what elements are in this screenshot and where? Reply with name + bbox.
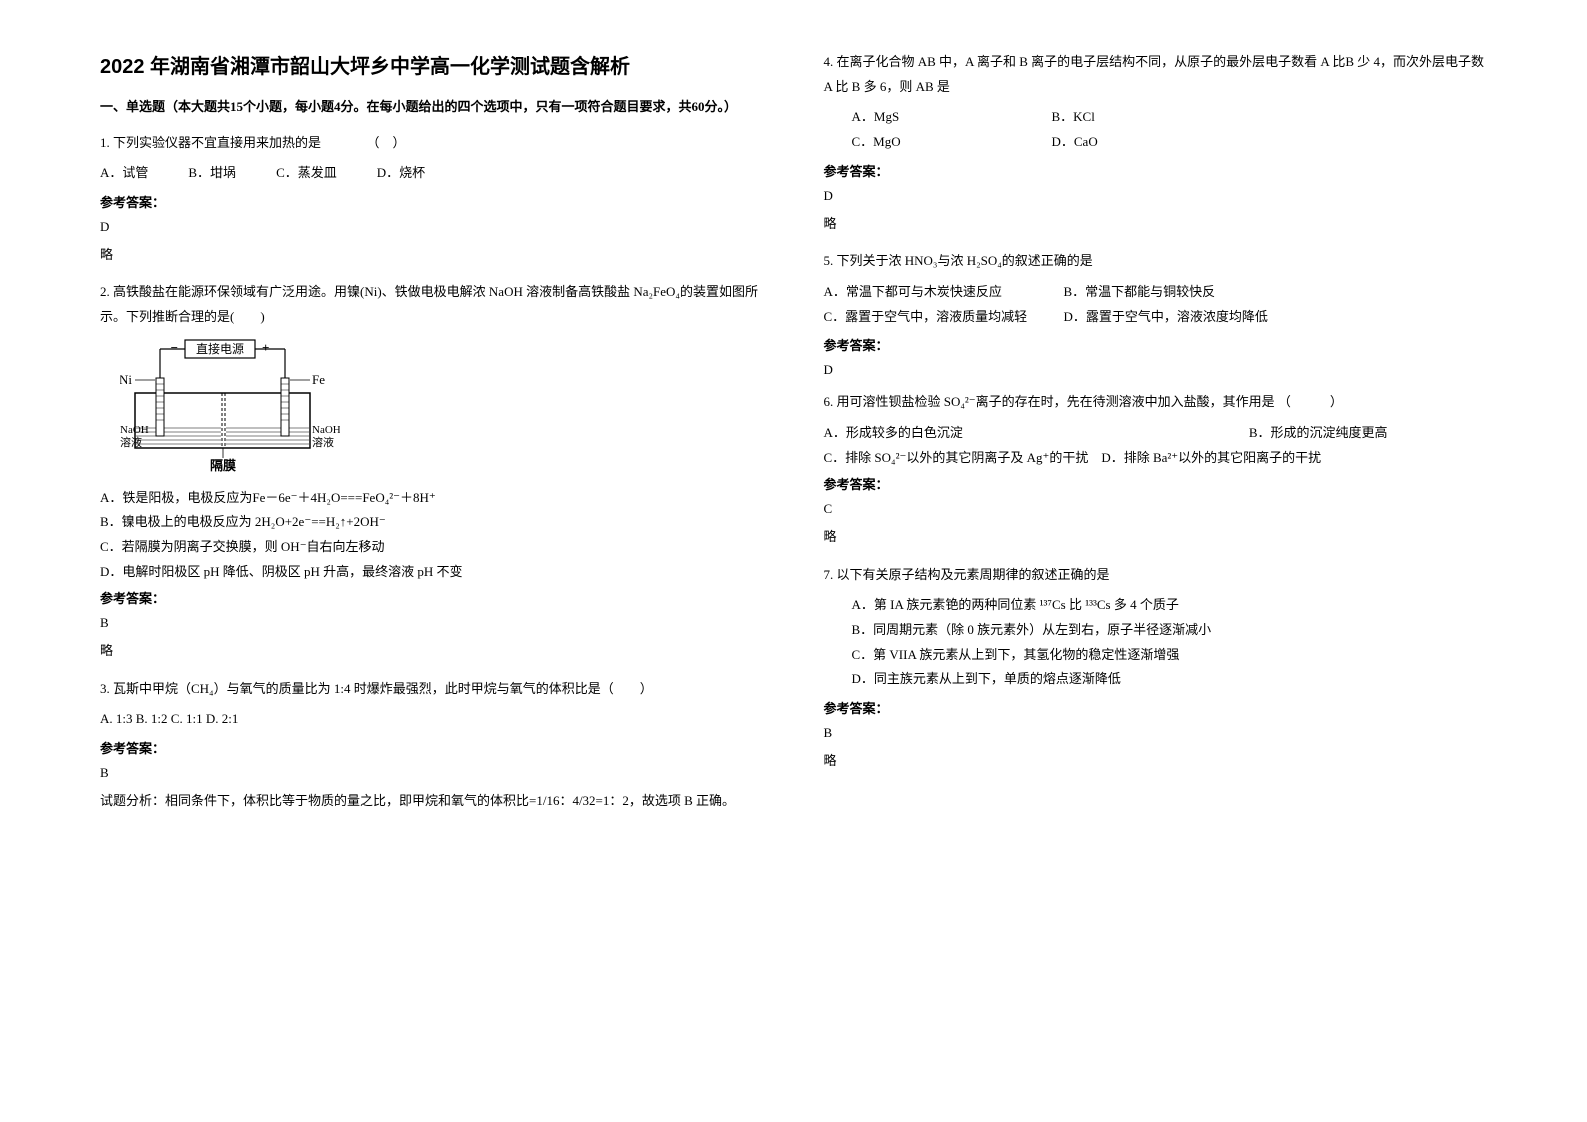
explanation: 略 — [100, 639, 764, 662]
svg-text:−: − — [171, 340, 178, 355]
option-d: D．电解时阳极区 pH 降低、阴极区 pH 升高，最终溶液 pH 不变 — [100, 560, 764, 585]
answer-value: B — [100, 615, 764, 631]
option-b: B．同周期元素（除 0 族元素外）从左到右，原子半径逐渐减小 — [852, 618, 1488, 643]
options-row: A．试管 B．坩埚 C．蒸发皿 D．烧杯 — [100, 161, 764, 186]
section-intro: 一、单选题（本大题共15个小题，每小题4分。在每小题给出的四个选项中，只有一项符… — [100, 97, 764, 117]
options: A．MgS B．KCl C．MgO D．CaO — [824, 105, 1488, 154]
svg-text:NaOH: NaOH — [120, 424, 149, 436]
answer-label: 参考答案： — [100, 588, 764, 607]
option-b: B．KCl — [1052, 105, 1095, 130]
option-a: A．第 IA 族元素铯的两种同位素 ¹³⁷Cs 比 ¹³³Cs 多 4 个质子 — [852, 593, 1488, 618]
answer-value: C — [824, 501, 1488, 517]
option-b: B．常温下都能与铜较快反 — [1064, 280, 1216, 305]
electrolysis-diagram: 直接电源 − + — [120, 338, 764, 478]
options-inline: A. 1:3 B. 1:2 C. 1:1 D. 2:1 — [100, 707, 764, 732]
option-a: A．铁是阳极，电极反应为Fe－6e⁻＋4H₂O===FeO₄²⁻＋8H⁺ — [100, 486, 764, 511]
option-c: C．第 VIIA 族元素从上到下，其氢化物的稳定性逐渐增强 — [852, 643, 1488, 668]
answer-label: 参考答案： — [824, 698, 1488, 717]
question-3: 3. 瓦斯中甲烷（CH₄）与氧气的质量比为 1:4 时爆炸最强烈，此时甲烷与氧气… — [100, 677, 764, 823]
explanation: 略 — [824, 749, 1488, 772]
answer-label: 参考答案： — [100, 738, 764, 757]
question-5: 5. 下列关于浓 HNO₃与浓 H₂SO₄的叙述正确的是 A．常温下都可与木炭快… — [824, 249, 1488, 386]
svg-text:溶液: 溶液 — [312, 435, 334, 449]
question-text: 5. 下列关于浓 HNO₃与浓 H₂SO₄的叙述正确的是 — [824, 249, 1488, 274]
option-d: D．烧杯 — [377, 161, 425, 186]
answer-label: 参考答案： — [824, 335, 1488, 354]
question-text: 3. 瓦斯中甲烷（CH₄）与氧气的质量比为 1:4 时爆炸最强烈，此时甲烷与氧气… — [100, 677, 764, 702]
option-cd: C．排除 SO₄²⁻以外的其它阴离子及 Ag⁺的干扰 D．排除 Ba²⁺以外的其… — [824, 446, 1488, 471]
question-2: 2. 高铁酸盐在能源环保领域有广泛用途。用镍(Ni)、铁做电极电解浓 NaOH … — [100, 280, 764, 673]
answer-label: 参考答案： — [100, 192, 764, 211]
explanation: 试题分析：相同条件下，体积比等于物质的量之比，即甲烷和氧气的体积比=1/16：4… — [100, 789, 764, 812]
question-6: 6. 用可溶性钡盐检验 SO₄²⁻离子的存在时，先在待测溶液中加入盐酸，其作用是… — [824, 390, 1488, 558]
fe-label: Fe — [312, 372, 325, 387]
option-a: A．常温下都可与木炭快速反应 — [824, 280, 1064, 305]
membrane-label: 隔膜 — [210, 458, 236, 473]
answer-value: B — [824, 725, 1488, 741]
explanation: 略 — [100, 243, 764, 266]
document-title: 2022 年湖南省湘潭市韶山大坪乡中学高一化学测试题含解析 — [100, 50, 764, 79]
option-d: D．同主族元素从上到下，单质的熔点逐渐降低 — [852, 667, 1488, 692]
option-a: A．试管 — [100, 161, 148, 186]
answer-value: D — [824, 362, 1488, 378]
option-c: C．若隔膜为阴离子交换膜，则 OH⁻自右向左移动 — [100, 535, 764, 560]
option-a: A．MgS — [852, 105, 1052, 130]
option-d: D．露置于空气中，溶液浓度均降低 — [1064, 305, 1268, 330]
answer-value: B — [100, 765, 764, 781]
question-text: 6. 用可溶性钡盐检验 SO₄²⁻离子的存在时，先在待测溶液中加入盐酸，其作用是… — [824, 390, 1488, 415]
question-7: 7. 以下有关原子结构及元素周期律的叙述正确的是 A．第 IA 族元素铯的两种同… — [824, 563, 1488, 783]
answer-label: 参考答案： — [824, 161, 1488, 180]
svg-text:+: + — [262, 340, 269, 355]
answer-value: D — [100, 219, 764, 235]
option-b: B．镍电极上的电极反应为 2H₂O+2e⁻==H₂↑+2OH⁻ — [100, 510, 764, 535]
question-text: 4. 在离子化合物 AB 中，A 离子和 B 离子的电子层结构不同，从原子的最外… — [824, 50, 1488, 99]
options: A．常温下都可与木炭快速反应 B．常温下都能与铜较快反 C．露置于空气中，溶液质… — [824, 280, 1488, 329]
svg-text:NaOH: NaOH — [312, 424, 340, 436]
right-column: 4. 在离子化合物 AB 中，A 离子和 B 离子的电子层结构不同，从原子的最外… — [824, 50, 1488, 1072]
option-ab: A．形成较多的白色沉淀 B．形成的沉淀纯度更高 — [824, 421, 1488, 446]
question-1: 1. 下列实验仪器不宜直接用来加热的是 （ ） A．试管 B．坩埚 C．蒸发皿 … — [100, 131, 764, 277]
option-d: D．CaO — [1052, 130, 1098, 155]
answer-label: 参考答案： — [824, 474, 1488, 493]
explanation: 略 — [824, 525, 1488, 548]
option-c: C．露置于空气中，溶液质量均减轻 — [824, 305, 1064, 330]
option-b: B．坩埚 — [188, 161, 236, 186]
options: A．第 IA 族元素铯的两种同位素 ¹³⁷Cs 比 ¹³³Cs 多 4 个质子 … — [824, 593, 1488, 692]
svg-text:溶液: 溶液 — [120, 435, 142, 449]
diagram-svg: 直接电源 − + — [120, 338, 340, 473]
question-4: 4. 在离子化合物 AB 中，A 离子和 B 离子的电子层结构不同，从原子的最外… — [824, 50, 1488, 245]
explanation: 略 — [824, 212, 1488, 235]
answer-value: D — [824, 188, 1488, 204]
question-text: 2. 高铁酸盐在能源环保领域有广泛用途。用镍(Ni)、铁做电极电解浓 NaOH … — [100, 280, 764, 329]
question-text: 7. 以下有关原子结构及元素周期律的叙述正确的是 — [824, 563, 1488, 588]
question-text: 1. 下列实验仪器不宜直接用来加热的是 （ ） — [100, 131, 764, 156]
power-label: 直接电源 — [196, 341, 244, 356]
left-column: 2022 年湖南省湘潭市韶山大坪乡中学高一化学测试题含解析 一、单选题（本大题共… — [100, 50, 764, 1072]
option-c: C．MgO — [852, 130, 1052, 155]
ni-label: Ni — [120, 372, 132, 387]
option-c: C．蒸发皿 — [276, 161, 337, 186]
